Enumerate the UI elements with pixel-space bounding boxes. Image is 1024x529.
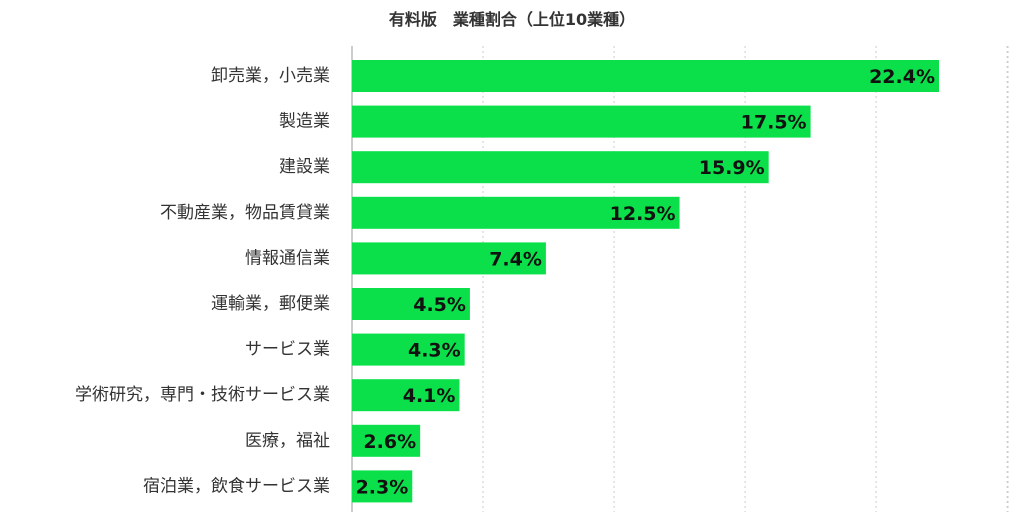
bar	[352, 379, 460, 412]
category-label: 製造業	[279, 112, 330, 132]
bar	[352, 424, 421, 457]
category-label: 学術研究，専門・技術サービス業	[75, 385, 330, 405]
bar	[352, 105, 811, 138]
value-label: 17.5%	[741, 112, 807, 134]
chart-title: 有料版 業種割合（上位10業種）	[388, 10, 636, 29]
bar	[352, 60, 939, 92]
bar	[352, 151, 769, 184]
category-label: 情報通信業	[245, 248, 330, 268]
value-label: 7.4%	[489, 248, 542, 270]
category-label: 運輸業，郵便業	[211, 294, 330, 314]
value-label: 12.5%	[610, 203, 676, 225]
bar	[352, 288, 470, 320]
category-label: 不動産業，物品賃貸業	[160, 203, 330, 223]
category-label: 卸売業，小売業	[211, 66, 330, 86]
bar	[352, 196, 680, 229]
value-label: 15.9%	[699, 157, 765, 179]
value-label: 2.3%	[356, 476, 409, 498]
label-layer: 卸売業，小売業 22.4% 製造業 17.5% 建設業 15.9% 不動産業，物品賃貸業 12…	[75, 66, 935, 498]
category-label: サービス業	[245, 340, 330, 360]
category-label: 宿泊業，飲食サービス業	[143, 476, 330, 496]
bar	[352, 242, 546, 275]
bar	[352, 333, 465, 366]
value-label: 22.4%	[869, 66, 935, 88]
bar-layer	[352, 60, 939, 503]
bar	[352, 470, 413, 503]
category-label: 建設業	[279, 157, 330, 177]
value-label: 4.1%	[403, 385, 456, 407]
category-label: 医療，福祉	[245, 431, 330, 451]
value-label: 4.3%	[408, 340, 461, 362]
value-label: 2.6%	[363, 431, 416, 453]
value-label: 4.5%	[413, 294, 466, 316]
